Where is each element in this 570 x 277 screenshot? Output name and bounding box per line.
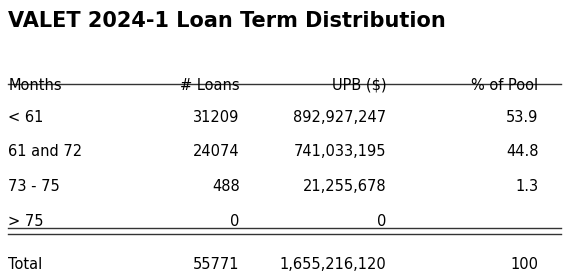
Text: UPB ($): UPB ($) <box>332 78 386 93</box>
Text: 53.9: 53.9 <box>506 110 539 125</box>
Text: 0: 0 <box>230 214 239 229</box>
Text: 1.3: 1.3 <box>515 179 539 194</box>
Text: % of Pool: % of Pool <box>471 78 539 93</box>
Text: 24074: 24074 <box>193 144 239 159</box>
Text: 0: 0 <box>377 214 386 229</box>
Text: 21,255,678: 21,255,678 <box>303 179 386 194</box>
Text: 488: 488 <box>212 179 239 194</box>
Text: 44.8: 44.8 <box>506 144 539 159</box>
Text: < 61: < 61 <box>9 110 44 125</box>
Text: 55771: 55771 <box>193 257 239 271</box>
Text: Total: Total <box>9 257 43 271</box>
Text: 73 - 75: 73 - 75 <box>9 179 60 194</box>
Text: 100: 100 <box>511 257 539 271</box>
Text: # Loans: # Loans <box>180 78 239 93</box>
Text: Months: Months <box>9 78 62 93</box>
Text: 892,927,247: 892,927,247 <box>293 110 386 125</box>
Text: 741,033,195: 741,033,195 <box>294 144 386 159</box>
Text: 1,655,216,120: 1,655,216,120 <box>279 257 386 271</box>
Text: 31209: 31209 <box>193 110 239 125</box>
Text: VALET 2024-1 Loan Term Distribution: VALET 2024-1 Loan Term Distribution <box>9 11 446 31</box>
Text: 61 and 72: 61 and 72 <box>9 144 83 159</box>
Text: > 75: > 75 <box>9 214 44 229</box>
